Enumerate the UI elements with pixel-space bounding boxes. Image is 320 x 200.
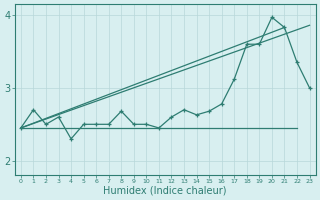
X-axis label: Humidex (Indice chaleur): Humidex (Indice chaleur) bbox=[103, 186, 227, 196]
